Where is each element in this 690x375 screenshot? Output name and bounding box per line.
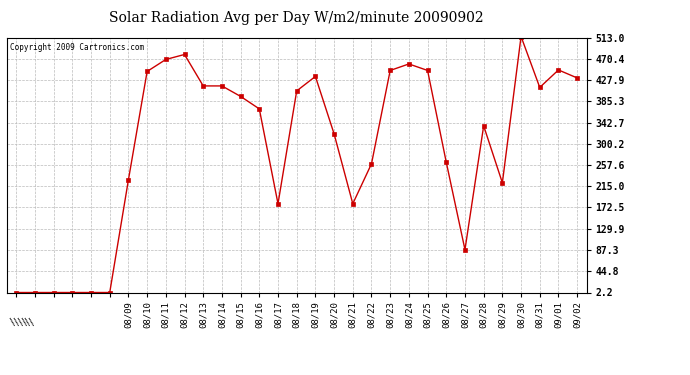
Text: /: /	[9, 318, 19, 327]
Text: Copyright 2009 Cartronics.com: Copyright 2009 Cartronics.com	[10, 43, 144, 52]
Text: /: /	[17, 318, 26, 327]
Text: /: /	[13, 318, 22, 327]
Text: /: /	[24, 318, 33, 327]
Text: /: /	[20, 318, 30, 327]
Text: /: /	[28, 318, 37, 327]
Text: Solar Radiation Avg per Day W/m2/minute 20090902: Solar Radiation Avg per Day W/m2/minute …	[110, 11, 484, 25]
